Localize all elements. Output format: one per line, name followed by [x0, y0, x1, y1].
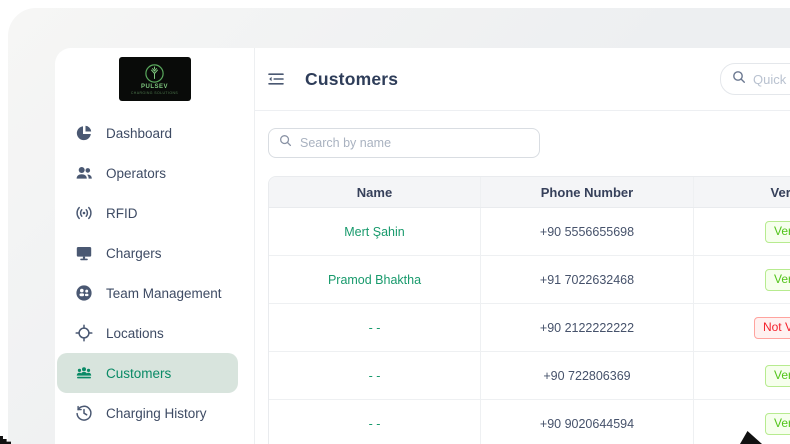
- search-placeholder: Search by name: [300, 136, 392, 150]
- sidebar-item-charging-history[interactable]: Charging History: [57, 393, 238, 433]
- column-header-name[interactable]: Name: [269, 177, 481, 207]
- column-header-phone[interactable]: Phone Number: [481, 177, 694, 207]
- customer-phone: +90 722806369: [481, 352, 694, 399]
- customer-phone: +90 5556655698: [481, 208, 694, 255]
- table-row[interactable]: Mert Şahin +90 5556655698 Verified: [269, 208, 790, 256]
- customer-name[interactable]: - -: [269, 352, 481, 399]
- brand-name: PULSEV: [140, 83, 168, 90]
- quick-search-input[interactable]: Quick ch: [720, 63, 790, 95]
- sidebar-item-label: RFID: [106, 205, 138, 221]
- crowd-icon: [75, 364, 93, 382]
- people-circle-icon: [75, 284, 93, 302]
- sidebar-item-label: Locations: [106, 325, 164, 341]
- customer-name[interactable]: Mert Şahin: [269, 208, 481, 255]
- search-icon: [279, 134, 292, 152]
- content: Search by name Name Phone Number Verifie…: [255, 111, 790, 444]
- menu-fold-icon[interactable]: [268, 71, 284, 87]
- sidebar-item-locations[interactable]: Locations: [57, 313, 238, 353]
- sidebar-item-rfid[interactable]: RFID: [57, 193, 238, 233]
- main-header: Customers Quick ch: [255, 48, 790, 110]
- sidebar-item-label: Team Management: [106, 285, 222, 301]
- sidebar-item-dashboard[interactable]: Dashboard: [57, 113, 238, 153]
- sidebar-item-label: Dashboard: [106, 125, 173, 141]
- search-icon: [732, 70, 746, 89]
- brand-tagline: CHARGING SOLUTIONS: [130, 90, 179, 95]
- table-row[interactable]: - - +90 2122222222 Not Verified: [269, 304, 790, 352]
- header-divider: [255, 110, 790, 111]
- verified-cell: Verified: [694, 208, 790, 255]
- column-header-verified[interactable]: Verified: [770, 184, 790, 200]
- sidebar-item-label: Charging History: [106, 405, 207, 421]
- aim-icon: [75, 324, 93, 342]
- tree-logo-icon: [145, 63, 164, 83]
- sidebar-item-customers[interactable]: Customers: [57, 353, 238, 393]
- quick-search-placeholder: Quick ch: [753, 71, 790, 87]
- main-area: Customers Quick ch: [255, 48, 790, 444]
- table-row[interactable]: - - +90 9020644594 Verified: [269, 400, 790, 444]
- sidebar-item-label: Operators: [106, 165, 167, 181]
- cursor-artifact: [0, 436, 11, 444]
- sidebar: PULSEV CHARGING SOLUTIONS Dashboard: [55, 48, 255, 444]
- customer-phone: +91 7022632468: [481, 256, 694, 303]
- sidebar-item-label: Chargers: [106, 245, 162, 261]
- verified-cell: Verified: [694, 352, 790, 399]
- app-card: PULSEV CHARGING SOLUTIONS Dashboard: [55, 48, 790, 444]
- verified-cell: Not Verified: [694, 304, 790, 351]
- pie-chart-icon: [75, 124, 93, 142]
- table-body: Mert Şahin +90 5556655698 Verified Pramo…: [269, 208, 790, 444]
- sidebar-item-chargers[interactable]: Chargers: [57, 233, 238, 273]
- status-badge: Not Verified: [753, 316, 790, 339]
- status-badge: Verified: [764, 220, 790, 243]
- status-badge: Verified: [764, 268, 790, 291]
- customer-phone: +90 9020644594: [481, 400, 694, 444]
- customers-table: Name Phone Number Verified Mert Şahin +9…: [268, 176, 790, 444]
- verified-cell: Verified: [694, 256, 790, 303]
- customer-phone: +90 2122222222: [481, 304, 694, 351]
- status-badge: Verified: [764, 364, 790, 387]
- history-clock-icon: [75, 404, 93, 422]
- table-row[interactable]: - - +90 722806369 Verified: [269, 352, 790, 400]
- sidebar-item-operators[interactable]: Operators: [57, 153, 238, 193]
- customer-name[interactable]: - -: [269, 304, 481, 351]
- brand-logo: PULSEV CHARGING SOLUTIONS: [118, 57, 191, 101]
- sidebar-nav: Dashboard Operators: [55, 113, 254, 433]
- page-title: Customers: [305, 68, 399, 89]
- signal-icon: [75, 204, 93, 222]
- sidebar-item-label: Customers: [106, 365, 172, 381]
- sidebar-item-team-management[interactable]: Team Management: [57, 273, 238, 313]
- customer-name[interactable]: Pramod Bhaktha: [269, 256, 481, 303]
- verified-cell: Verified: [694, 400, 790, 444]
- table-header-row: Name Phone Number Verified: [269, 177, 790, 208]
- table-row[interactable]: Pramod Bhaktha +91 7022632468 Verified: [269, 256, 790, 304]
- monitor-icon: [75, 244, 93, 262]
- status-badge: Verified: [764, 412, 790, 435]
- team-icon: [75, 164, 93, 182]
- customer-name[interactable]: - -: [269, 400, 481, 444]
- search-by-name-input[interactable]: Search by name: [268, 128, 540, 158]
